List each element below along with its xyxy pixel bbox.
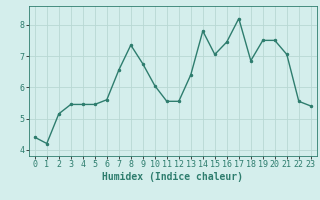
X-axis label: Humidex (Indice chaleur): Humidex (Indice chaleur) <box>102 172 243 182</box>
